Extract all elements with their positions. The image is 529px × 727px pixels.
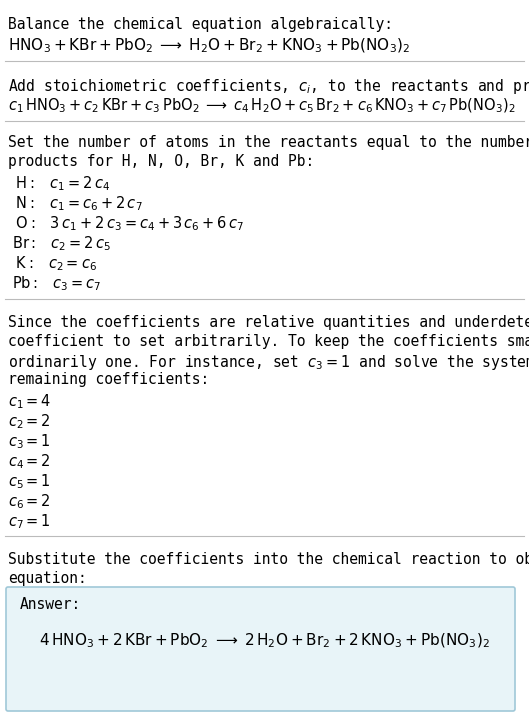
Text: $\mathrm{Br{:}}\;\;\; c_2 = 2\,c_5$: $\mathrm{Br{:}}\;\;\; c_2 = 2\,c_5$ — [12, 234, 111, 253]
Text: $4\,\mathrm{HNO_3} + 2\,\mathrm{KBr} + \mathrm{PbO_2} \;\longrightarrow\; 2\,\ma: $4\,\mathrm{HNO_3} + 2\,\mathrm{KBr} + \… — [39, 632, 489, 651]
Text: $\mathrm{Pb{:}}\;\;\; c_3 = c_7$: $\mathrm{Pb{:}}\;\;\; c_3 = c_7$ — [12, 274, 101, 293]
Text: coefficient to set arbitrarily. To keep the coefficients small, the arbitrary va: coefficient to set arbitrarily. To keep … — [8, 334, 529, 349]
Text: Set the number of atoms in the reactants equal to the number of atoms in the: Set the number of atoms in the reactants… — [8, 135, 529, 150]
Text: equation:: equation: — [8, 571, 87, 586]
Text: $c_4 = 2$: $c_4 = 2$ — [8, 452, 51, 470]
Text: Since the coefficients are relative quantities and underdetermined, choose a: Since the coefficients are relative quan… — [8, 315, 529, 330]
Text: $\;\mathrm{H{:}}\;\;\; c_1 = 2\,c_4$: $\;\mathrm{H{:}}\;\;\; c_1 = 2\,c_4$ — [12, 174, 110, 193]
Text: Balance the chemical equation algebraically:: Balance the chemical equation algebraica… — [8, 17, 393, 32]
Text: $\;\mathrm{N{:}}\;\;\; c_1 = c_6 + 2\,c_7$: $\;\mathrm{N{:}}\;\;\; c_1 = c_6 + 2\,c_… — [12, 194, 143, 213]
Text: Add stoichiometric coefficients, $c_i$, to the reactants and products:: Add stoichiometric coefficients, $c_i$, … — [8, 77, 529, 96]
Text: $c_3 = 1$: $c_3 = 1$ — [8, 432, 51, 451]
Text: Answer:: Answer: — [20, 597, 81, 612]
Text: $c_7 = 1$: $c_7 = 1$ — [8, 512, 51, 531]
FancyBboxPatch shape — [6, 587, 515, 711]
Text: $\;\mathrm{O{:}}\;\;\; 3\,c_1 + 2\,c_3 = c_4 + 3\,c_6 + 6\,c_7$: $\;\mathrm{O{:}}\;\;\; 3\,c_1 + 2\,c_3 =… — [12, 214, 244, 233]
Text: remaining coefficients:: remaining coefficients: — [8, 372, 209, 387]
Text: $\mathrm{HNO_3 + KBr + PbO_2 \;\longrightarrow\; H_2O + Br_2 + KNO_3 + Pb(NO_3)_: $\mathrm{HNO_3 + KBr + PbO_2 \;\longrigh… — [8, 37, 410, 55]
Text: $c_1\,\mathrm{HNO_3} + c_2\,\mathrm{KBr} + c_3\,\mathrm{PbO_2} \;\longrightarrow: $c_1\,\mathrm{HNO_3} + c_2\,\mathrm{KBr}… — [8, 97, 516, 116]
Text: $c_6 = 2$: $c_6 = 2$ — [8, 492, 51, 510]
Text: $c_1 = 4$: $c_1 = 4$ — [8, 392, 51, 411]
Text: products for H, N, O, Br, K and Pb:: products for H, N, O, Br, K and Pb: — [8, 154, 314, 169]
Text: $\;\mathrm{K{:}}\;\;\; c_2 = c_6$: $\;\mathrm{K{:}}\;\;\; c_2 = c_6$ — [12, 254, 97, 273]
Text: $c_2 = 2$: $c_2 = 2$ — [8, 412, 51, 430]
Text: $c_5 = 1$: $c_5 = 1$ — [8, 472, 51, 491]
Text: Substitute the coefficients into the chemical reaction to obtain the balanced: Substitute the coefficients into the che… — [8, 552, 529, 567]
Text: ordinarily one. For instance, set $c_3 = 1$ and solve the system of equations fo: ordinarily one. For instance, set $c_3 =… — [8, 353, 529, 372]
